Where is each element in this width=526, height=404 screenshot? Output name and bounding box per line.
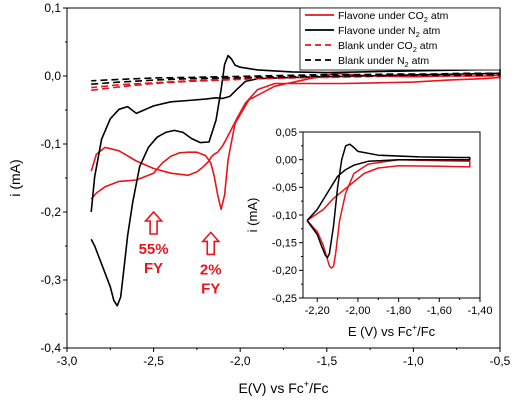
legend-entry-label: Blank under CO2 atm <box>338 40 438 54</box>
x-tick-label: -1,80 <box>386 305 411 317</box>
x-tick-label: -2,20 <box>305 305 330 317</box>
annotation-label: 55% <box>139 241 169 258</box>
y-tick-label: -0,25 <box>272 293 297 305</box>
legend-entry-label: Blank under N2 atm <box>338 55 429 69</box>
y-tick-label: -0,05 <box>272 182 297 194</box>
legend-entry-text: Blank under CO <box>338 40 413 52</box>
x-axis-label: E(V) vs Fc+/Fc <box>238 379 328 396</box>
inset-plot: -2,20 -2,00 -1,80 -1,60 -1,40 0,05 0,00 -0,05 -0… <box>245 127 493 339</box>
legend-entry-text: atm <box>428 10 449 22</box>
legend-entry-text: atm <box>420 25 441 37</box>
x-tick-label: -0,5 <box>490 354 511 368</box>
y-tick-label: -0,2 <box>40 205 61 219</box>
series-line-blank-under-n2-atm <box>91 72 501 85</box>
x-axis-label-part: /Fc <box>309 380 328 396</box>
x-tick-label: -1,0 <box>403 354 424 368</box>
legend-entry-label: Flavone under N2 atm <box>338 25 440 39</box>
y-axis-label: i (mA) <box>245 198 260 233</box>
y-tick-label: -0,10 <box>272 210 297 222</box>
y-tick-label: -0,3 <box>40 273 61 287</box>
legend-entry-subscript: 2 <box>405 60 409 69</box>
arrow-up-icon <box>143 210 164 235</box>
legend-entry-text: atm <box>409 55 430 67</box>
y-axis-label: i (mA) <box>7 159 23 196</box>
legend-entry-subscript: 2 <box>413 45 417 54</box>
x-axis-label-part: /Fc <box>417 324 436 339</box>
x-tick-label: -3,0 <box>57 354 78 368</box>
y-tick-label: 0,1 <box>44 1 61 15</box>
x-tick-label: -1,60 <box>427 305 452 317</box>
annotation-label: FY <box>144 260 163 277</box>
arrow-up-icon <box>200 231 221 256</box>
annotation-label: FY <box>201 280 220 297</box>
x-tick-label: -1,40 <box>467 305 492 317</box>
annotation-label: 2% <box>200 261 222 278</box>
x-tick-label: -2,5 <box>143 354 164 368</box>
y-tick-label: -0,15 <box>272 238 297 250</box>
x-tick-label: -2,0 <box>230 354 251 368</box>
main-plot: -3,0 -2,5 -2,0 -1,5 -1,0 -0,5 0,1 0,0 -0,1 -0,2 -0… <box>7 1 511 396</box>
x-axis-label-part: E (V) vs Fc <box>348 324 413 339</box>
legend-box <box>299 7 501 71</box>
legend-entry-subscript: 2 <box>416 30 420 39</box>
series-line-curve-1 <box>306 143 471 259</box>
x-tick-label: -2,00 <box>345 305 370 317</box>
legend-entry-text: Blank under N <box>338 55 405 67</box>
annotations: 55% FY 2% FY <box>139 210 222 297</box>
legend-entry-text: atm <box>417 40 438 52</box>
y-tick-label: -0,1 <box>40 137 61 151</box>
x-axis-label: E (V) vs Fc+/Fc <box>348 322 436 339</box>
legend-entry-text: Flavone under CO <box>338 10 424 22</box>
series-line-flavone-under-n2-atm <box>90 54 501 307</box>
y-tick-label: 0,0 <box>44 69 61 83</box>
y-tick-label: -0,20 <box>272 265 297 277</box>
x-axis-label-part: E(V) vs Fc <box>238 380 303 396</box>
legend-entry-text: Flavone under N <box>338 25 416 37</box>
y-tick-label: -0,4 <box>40 341 61 355</box>
legend-entry-subscript: 2 <box>424 15 428 24</box>
x-axis-label-script: + <box>304 379 309 389</box>
x-tick-label: -1,5 <box>316 354 337 368</box>
y-tick-label: 0,00 <box>276 155 297 167</box>
y-tick-label: 0,05 <box>276 127 297 139</box>
legend-entry-label: Flavone under CO2 atm <box>338 10 449 24</box>
x-axis-label-script: + <box>412 322 417 332</box>
